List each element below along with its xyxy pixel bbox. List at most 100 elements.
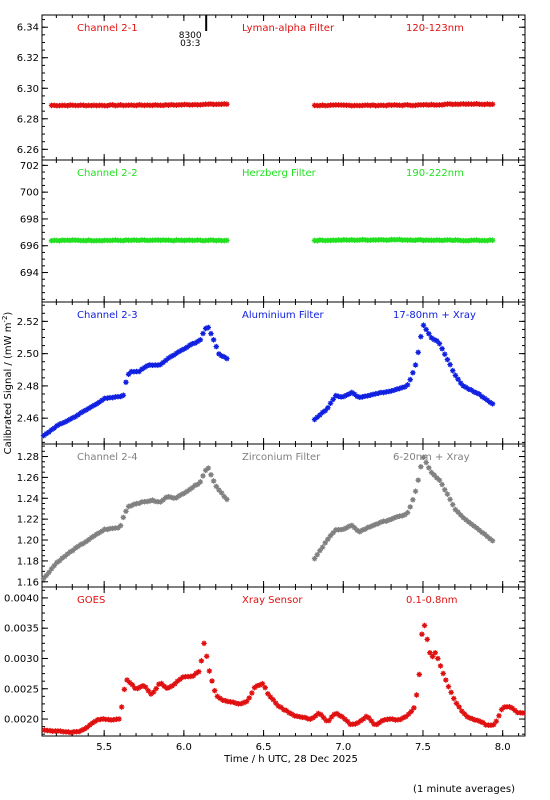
data-point: [153, 685, 160, 692]
data-point: [129, 681, 136, 688]
data-point: [410, 369, 416, 376]
data-point: [427, 649, 433, 656]
data-point: [477, 718, 484, 725]
data-point: [484, 397, 491, 404]
data-point: [360, 716, 367, 722]
data-point: [476, 527, 483, 533]
data-point: [386, 388, 392, 395]
data-point: [468, 521, 475, 527]
data-point: [47, 727, 53, 734]
data-point: [400, 714, 407, 721]
data-point: [218, 490, 225, 496]
data-point: [445, 683, 452, 690]
data-point: [425, 102, 432, 108]
data-point: [444, 356, 451, 363]
data-point: [354, 527, 360, 534]
data-point: [407, 376, 414, 383]
data-point: [166, 684, 173, 691]
data-point: [473, 390, 480, 396]
data-point: [222, 697, 229, 704]
data-point: [489, 537, 496, 544]
data-point: [202, 325, 209, 332]
data-point: [75, 411, 81, 418]
data-point: [198, 657, 205, 664]
data-point: [189, 340, 196, 347]
data-point: [453, 700, 460, 707]
data-point: [64, 551, 71, 557]
data-point: [158, 680, 165, 687]
data-point: [211, 687, 218, 694]
channel-label: Channel 2-4: [77, 452, 138, 463]
data-point: [75, 543, 81, 550]
y-tick-label: 1.22: [17, 515, 39, 526]
data-point: [364, 393, 371, 399]
data-point: [224, 496, 230, 503]
data-point: [496, 712, 502, 719]
y-tick-label: 6.34: [17, 23, 39, 34]
data-point: [484, 101, 491, 107]
data-point: [286, 709, 292, 716]
data-point: [160, 359, 166, 366]
data-point: [396, 385, 403, 392]
data-point: [334, 710, 340, 717]
data-point: [68, 729, 75, 736]
data-point: [457, 380, 464, 386]
data-point: [128, 502, 135, 509]
data-point: [61, 419, 68, 425]
data-point: [413, 692, 420, 698]
panel-1: 6.26 6.28 6.30 6.32 6.34 Channel 2-1 Lyman-alp…: [17, 15, 525, 160]
channel-label: GOES: [77, 595, 105, 606]
data-point: [257, 682, 263, 688]
data-point: [208, 330, 214, 337]
data-point: [336, 712, 343, 719]
data-point: [72, 545, 79, 551]
data-point: [404, 101, 411, 108]
data-point: [348, 236, 355, 243]
data-point: [311, 416, 318, 423]
data-point: [489, 400, 496, 407]
data-point: [67, 549, 74, 555]
filter-label: Xray Sensor: [242, 595, 303, 606]
data-point: [359, 394, 366, 400]
data-point: [428, 335, 435, 341]
y-axis-title-close: ): [3, 312, 14, 316]
panels-group: 6.26 6.28 6.30 6.32 6.34 Channel 2-1 Lyman-alp…: [4, 14, 526, 753]
data-point: [314, 237, 321, 244]
data-point: [418, 463, 424, 470]
data-point: [317, 412, 323, 418]
data-point: [189, 484, 196, 491]
data-point: [428, 101, 435, 108]
data-point: [348, 522, 355, 529]
data-point: [288, 711, 295, 717]
data-point: [386, 517, 392, 523]
y-tick-label: 2.48: [17, 381, 39, 392]
data-point: [449, 501, 456, 508]
data-point: [213, 483, 220, 490]
data-point: [354, 393, 360, 400]
data-point: [76, 728, 83, 735]
y-tick-label: 0.0030: [4, 654, 39, 665]
data-point: [396, 236, 403, 243]
y-tick-label: 1.16: [17, 577, 39, 588]
data-point: [352, 721, 359, 727]
y-tick-label: 1.24: [17, 494, 39, 505]
data-point: [397, 716, 404, 723]
data-point: [43, 430, 50, 437]
panel-5: 0.0020 0.0025 0.0030 0.0035 0.0040 GOES Xray S…: [4, 587, 526, 736]
data-point: [479, 529, 485, 536]
data-point: [85, 536, 92, 543]
data-point: [176, 493, 182, 499]
data-point: [319, 409, 326, 416]
data-point: [104, 395, 111, 401]
data-point: [264, 690, 271, 697]
data-point: [375, 390, 382, 397]
data-point: [259, 680, 266, 687]
data-point: [51, 562, 58, 569]
data-point: [283, 707, 290, 714]
data-point: [48, 426, 55, 433]
data-point: [335, 393, 342, 400]
data-point: [177, 676, 184, 683]
y-tick-label: 2.50: [17, 349, 39, 360]
data-point: [251, 684, 258, 691]
data-point: [156, 681, 162, 688]
